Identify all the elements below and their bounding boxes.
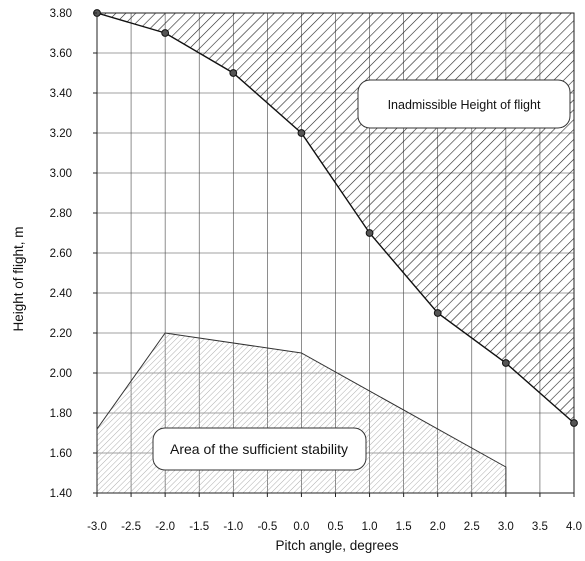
x-tick-label: -3.0: [87, 521, 107, 533]
ticks: -3.0 -2.5 -2.0 -1.5 -1.0 -0.5 0.0 0.5 1.0 1.5 2.0 2…: [50, 8, 582, 533]
data-point: [501, 359, 510, 367]
y-tick-label: 2.80: [50, 208, 72, 220]
x-axis-label: Pitch angle, degrees: [275, 538, 398, 553]
y-tick-label: 3.00: [50, 168, 72, 180]
x-tick-label: 0.0: [293, 521, 309, 533]
y-tick-label: 1.40: [50, 488, 72, 500]
data-point: [365, 229, 374, 237]
x-tick-label: 3.5: [532, 521, 548, 533]
y-tick-label: 3.40: [50, 88, 72, 100]
y-tick-label: 2.40: [50, 288, 72, 300]
x-tick-label: 4.0: [566, 521, 582, 533]
y-tick-label: 1.80: [50, 408, 72, 420]
inadmissible-annotation: Inadmissible Height of flight: [357, 79, 571, 129]
data-point: [433, 309, 442, 317]
y-tick-label: 2.60: [50, 248, 72, 260]
stability-label: Area of the sufficient stability: [170, 441, 348, 457]
data-point: [161, 29, 170, 37]
y-tick-label: 3.20: [50, 128, 72, 140]
x-tick-label: 3.0: [498, 521, 514, 533]
y-tick-label: 3.60: [50, 48, 72, 60]
data-point: [229, 69, 238, 77]
y-tick-label: 2.00: [50, 368, 72, 380]
x-tick-label: -1.5: [189, 521, 209, 533]
data-point: [570, 419, 578, 427]
y-tick-label: 3.80: [50, 8, 72, 20]
stability-annotation: Area of the sufficient stability: [152, 427, 367, 471]
data-point: [297, 129, 306, 137]
series: [93, 9, 578, 493]
x-tick-label: 0.5: [328, 521, 344, 533]
y-tick-label: 1.60: [50, 448, 72, 460]
y-axis-label: Height of flight, m: [11, 226, 26, 331]
inadmissible-label: Inadmissible Height of flight: [388, 98, 541, 112]
y-tick-label: 2.20: [50, 328, 72, 340]
stability-line: [96, 332, 507, 493]
x-tick-label: 1.5: [396, 521, 412, 533]
x-tick-label: -1.0: [223, 521, 243, 533]
x-tick-label: 1.0: [362, 521, 378, 533]
x-tick-label: 2.5: [464, 521, 480, 533]
x-tick-label: -2.5: [121, 521, 141, 533]
x-tick-label: 2.0: [430, 521, 446, 533]
x-tick-label: -2.0: [155, 521, 175, 533]
boundary-line: [96, 12, 575, 424]
x-tick-label: -0.5: [257, 521, 277, 533]
